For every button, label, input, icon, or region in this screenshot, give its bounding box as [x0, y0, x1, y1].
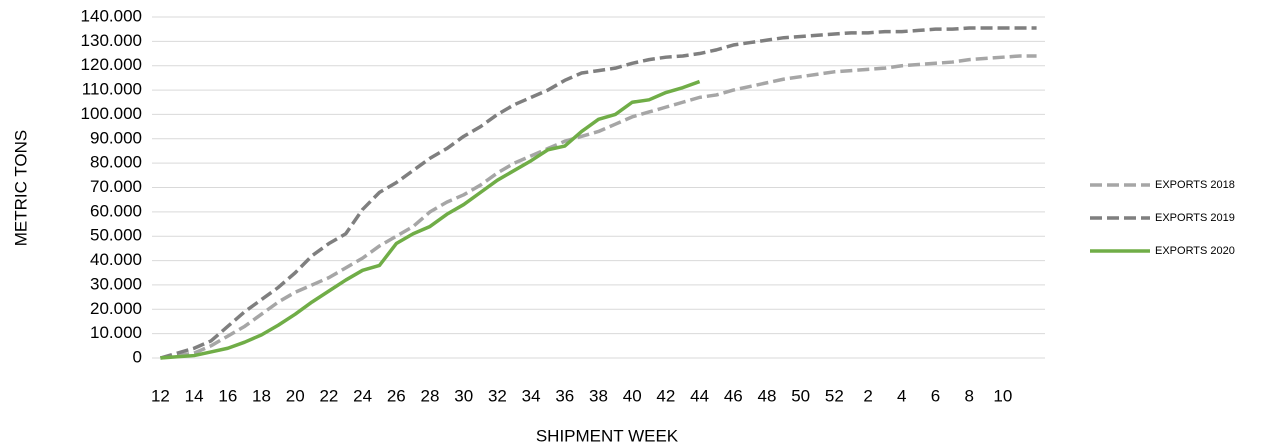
y-tick-label: 80.000	[90, 153, 142, 172]
x-tick-label: 18	[252, 386, 271, 405]
x-tick-label: 20	[286, 386, 305, 405]
legend-label: EXPORTS 2020	[1155, 245, 1235, 257]
y-tick-label: 130.000	[81, 31, 142, 50]
y-tick-label: 120.000	[81, 55, 142, 74]
y-tick-label: 30.000	[90, 274, 142, 293]
x-tick-label: 36	[555, 386, 574, 405]
y-tick-label: 110.000	[82, 80, 142, 99]
y-tick-label: 20.000	[90, 299, 142, 318]
x-tick-label: 50	[791, 386, 810, 405]
x-tick-label: 42	[656, 386, 675, 405]
legend-label: EXPORTS 2019	[1155, 212, 1235, 224]
y-tick-label: 140.000	[81, 6, 142, 25]
x-tick-label: 4	[897, 386, 906, 405]
x-tick-label: 12	[151, 386, 170, 405]
x-tick-label: 34	[522, 386, 541, 405]
x-tick-label: 26	[387, 386, 406, 405]
x-tick-label: 46	[724, 386, 743, 405]
x-tick-label: 28	[421, 386, 440, 405]
x-tick-label: 48	[758, 386, 777, 405]
line-series	[159, 26, 1037, 360]
x-tick-label: 6	[931, 386, 940, 405]
x-tick-label: 32	[488, 386, 507, 405]
y-tick-label: 70.000	[90, 177, 142, 196]
x-tick-label: 24	[353, 386, 372, 405]
legend-label: EXPORTS 2018	[1155, 179, 1235, 191]
x-tick-label: 44	[690, 386, 709, 405]
x-tick-label: 16	[218, 386, 237, 405]
x-tick-label: 8	[964, 386, 973, 405]
y-tick-label: 40.000	[90, 250, 142, 269]
y-tick-label: 10.000	[90, 323, 142, 342]
y-tick-label: 100.000	[81, 104, 142, 123]
y-tick-label: 90.000	[90, 128, 142, 147]
x-axis-title: SHIPMENT WEEK	[536, 426, 679, 445]
x-tick-label: 40	[623, 386, 642, 405]
y-tick-label: 60.000	[90, 201, 142, 220]
x-tick-label: 30	[454, 386, 473, 405]
x-tick-label: 2	[863, 386, 872, 405]
line-series	[160, 79, 701, 360]
y-tick-label: 0	[133, 347, 142, 366]
x-tick-label: 10	[993, 386, 1012, 405]
line-series	[160, 54, 1037, 360]
x-tick-label: 52	[825, 386, 844, 405]
y-axis-title: METRIC TONS	[11, 130, 30, 247]
x-tick-label: 22	[319, 386, 338, 405]
x-tick-label: 38	[589, 386, 608, 405]
x-tick-label: 14	[185, 386, 204, 405]
y-tick-label: 50.000	[90, 226, 142, 245]
